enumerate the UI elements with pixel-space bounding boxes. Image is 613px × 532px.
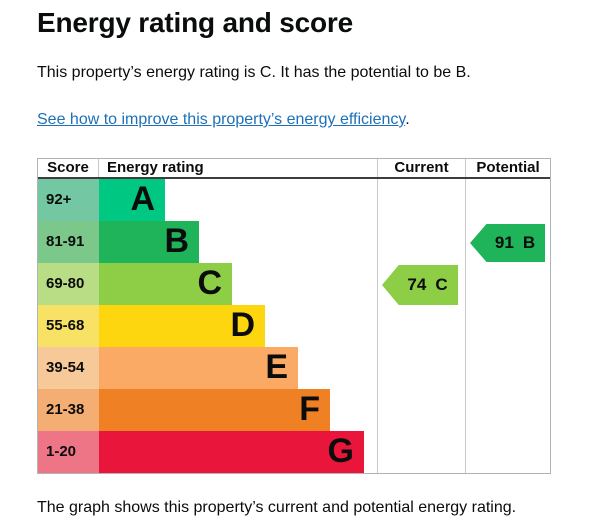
band-row-g: 1-20 G: [38, 431, 550, 473]
current-cell-d: [377, 305, 465, 347]
band-row-e: 39-54 E: [38, 347, 550, 389]
band-bar-g: G: [99, 431, 364, 473]
current-score-value: 74: [407, 275, 427, 294]
band-bar-c: C: [99, 263, 232, 305]
band-score-g: 1-20: [38, 431, 99, 473]
current-cell-f: [377, 389, 465, 431]
potential-rating-marker: 91 B: [470, 224, 545, 262]
link-line: See how to improve this property’s energ…: [37, 110, 410, 130]
current-grade-letter: C: [435, 275, 448, 294]
potential-cell-g: [465, 431, 550, 473]
band-row-a: 92+ A: [38, 179, 550, 221]
improve-efficiency-link[interactable]: See how to improve this property’s energ…: [37, 111, 406, 128]
page-title: Energy rating and score: [37, 7, 353, 38]
band-cell-g: G: [99, 431, 377, 473]
current-cell-a: [377, 179, 465, 221]
band-cell-a: A: [99, 179, 377, 221]
potential-score-value: 91: [494, 233, 514, 252]
column-header-potential: Potential: [465, 159, 550, 177]
potential-cell-c: [465, 263, 550, 305]
band-bar-b: B: [99, 221, 199, 263]
potential-cell-b: [465, 221, 550, 263]
column-header-current: Current: [377, 159, 465, 177]
current-cell-b: [377, 221, 465, 263]
band-bar-a: A: [99, 179, 165, 221]
band-bar-e: E: [99, 347, 298, 389]
band-bar-d: D: [99, 305, 265, 347]
current-rating-marker: 74 C: [382, 265, 458, 305]
band-score-b: 81-91: [38, 221, 99, 263]
current-cell-e: [377, 347, 465, 389]
band-row-d: 55-68 D: [38, 305, 550, 347]
band-cell-c: C: [99, 263, 377, 305]
energy-rating-chart: Score Energy rating Current Potential 92…: [37, 158, 551, 474]
summary-text: This property’s energy rating is C. It h…: [37, 64, 471, 81]
band-score-c: 69-80: [38, 263, 99, 305]
band-row-f: 21-38 F: [38, 389, 550, 431]
chart-caption: The graph shows this property’s current …: [37, 499, 517, 516]
current-cell-g: [377, 431, 465, 473]
potential-cell-d: [465, 305, 550, 347]
band-row-c: 69-80 C: [38, 263, 550, 305]
band-cell-f: F: [99, 389, 377, 431]
band-cell-e: E: [99, 347, 377, 389]
potential-cell-f: [465, 389, 550, 431]
link-period: .: [405, 111, 410, 128]
potential-grade-letter: B: [522, 233, 536, 252]
band-cell-d: D: [99, 305, 377, 347]
chart-header-row: Score Energy rating Current Potential: [38, 159, 550, 179]
band-cell-b: B: [99, 221, 377, 263]
column-header-score: Score: [38, 159, 99, 177]
band-score-e: 39-54: [38, 347, 99, 389]
column-header-energy-rating: Energy rating: [107, 159, 204, 176]
current-cell-c: [377, 263, 465, 305]
potential-cell-a: [465, 179, 550, 221]
band-bar-f: F: [99, 389, 330, 431]
band-score-a: 92+: [38, 179, 99, 221]
band-row-b: 81-91 B: [38, 221, 550, 263]
band-score-d: 55-68: [38, 305, 99, 347]
potential-cell-e: [465, 347, 550, 389]
band-score-f: 21-38: [38, 389, 99, 431]
